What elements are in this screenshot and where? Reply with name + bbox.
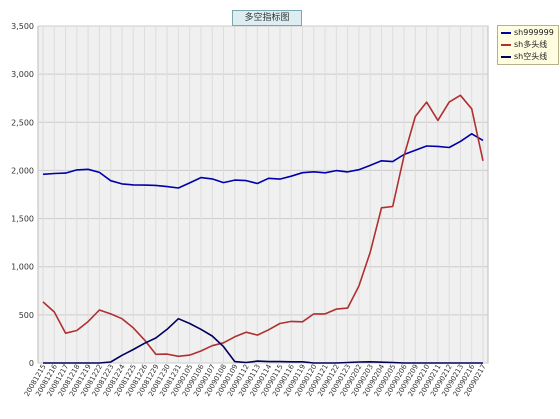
x-axis-ticks: 2008121520081216200812172008121820081219… xyxy=(23,363,488,398)
legend-swatch xyxy=(501,43,511,46)
legend-label: sh空头线 xyxy=(514,52,548,61)
series-line-2 xyxy=(43,317,483,364)
legend-label: sh多头线 xyxy=(514,40,548,49)
y-axis-ticks: 0 500 1,000 1,500 2,000 2,500 3,000 3,500 xyxy=(11,22,34,368)
legend-swatch xyxy=(501,31,511,34)
y-tick-label: 500 xyxy=(19,311,34,320)
y-tick-label: 3,000 xyxy=(11,70,34,79)
y-tick-label: 1,000 xyxy=(11,263,34,272)
series-line-0 xyxy=(42,133,484,189)
y-tick-label: 2,500 xyxy=(11,118,34,127)
legend-label: sh999999 xyxy=(514,28,554,37)
plot-area xyxy=(37,25,489,364)
legend: sh999999 sh多头线 sh空头线 xyxy=(497,25,559,65)
y-tick-label: 2,000 xyxy=(11,166,34,175)
legend-item-long-line: sh多头线 xyxy=(498,39,558,50)
y-tick-label: 0 xyxy=(29,359,34,368)
y-tick-label: 3,500 xyxy=(11,22,34,31)
legend-item-short-line: sh空头线 xyxy=(498,51,558,62)
legend-swatch xyxy=(501,55,511,58)
legend-item-sh999999: sh999999 xyxy=(498,27,558,38)
series-line-1 xyxy=(42,94,484,358)
series-lines xyxy=(42,94,484,364)
y-tick-label: 1,500 xyxy=(11,215,34,224)
chart-title: 多空指标图 xyxy=(232,10,302,26)
